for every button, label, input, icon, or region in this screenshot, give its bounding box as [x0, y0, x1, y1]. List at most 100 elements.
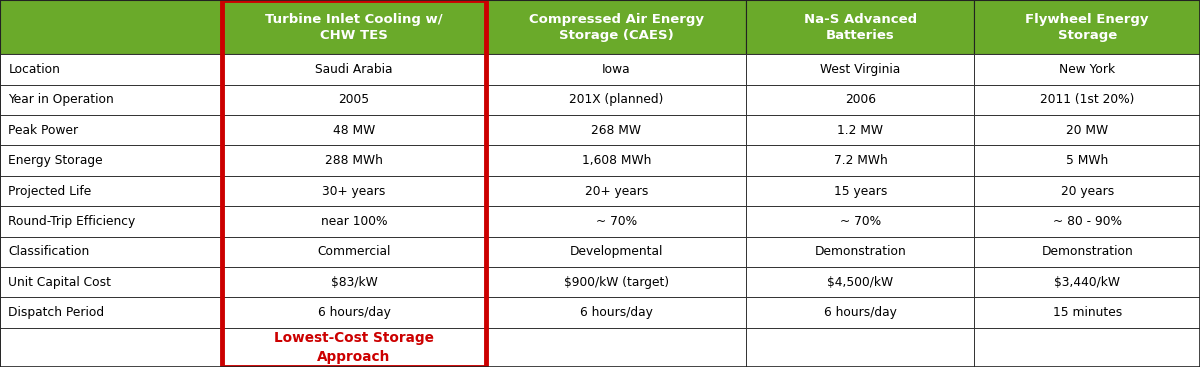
Bar	[0, 0, 222, 54]
Text: Unit Capital Cost: Unit Capital Cost	[8, 276, 112, 289]
Bar	[0, 267, 222, 297]
Bar	[486, 297, 746, 328]
Bar	[974, 237, 1200, 267]
Bar	[486, 54, 746, 85]
Bar	[222, 54, 486, 85]
Text: 2011 (1st 20%): 2011 (1st 20%)	[1040, 93, 1134, 106]
Bar	[222, 267, 486, 297]
Text: Lowest-Cost Storage
Approach: Lowest-Cost Storage Approach	[274, 331, 434, 364]
Text: 30+ years: 30+ years	[323, 185, 385, 197]
Bar	[222, 206, 486, 237]
Text: Projected Life: Projected Life	[8, 185, 91, 197]
Bar	[222, 328, 486, 367]
Text: Demonstration: Demonstration	[1042, 245, 1133, 258]
Bar	[222, 176, 486, 206]
Text: 268 MW: 268 MW	[592, 124, 641, 137]
Text: ~ 70%: ~ 70%	[595, 215, 637, 228]
Text: 201X (planned): 201X (planned)	[569, 93, 664, 106]
Text: 6 hours/day: 6 hours/day	[580, 306, 653, 319]
Bar	[222, 0, 486, 367]
Text: Commercial: Commercial	[317, 245, 391, 258]
Text: Dispatch Period: Dispatch Period	[8, 306, 104, 319]
Bar	[974, 85, 1200, 115]
Bar	[974, 328, 1200, 367]
Text: Iowa: Iowa	[602, 63, 630, 76]
Bar	[222, 297, 486, 328]
Text: 1,608 MWh: 1,608 MWh	[582, 154, 650, 167]
Bar	[746, 85, 974, 115]
Bar	[974, 176, 1200, 206]
Text: West Virginia: West Virginia	[821, 63, 900, 76]
Bar	[486, 0, 746, 54]
Bar	[0, 297, 222, 328]
Bar	[0, 85, 222, 115]
Text: Compressed Air Energy
Storage (CAES): Compressed Air Energy Storage (CAES)	[529, 12, 703, 42]
Bar	[974, 54, 1200, 85]
Bar	[746, 297, 974, 328]
Bar	[746, 145, 974, 176]
Bar	[0, 237, 222, 267]
Text: 6 hours/day: 6 hours/day	[318, 306, 390, 319]
Bar	[0, 176, 222, 206]
Bar	[746, 115, 974, 145]
Text: New York: New York	[1060, 63, 1115, 76]
Bar	[486, 176, 746, 206]
Bar	[746, 237, 974, 267]
Text: $900/kW (target): $900/kW (target)	[564, 276, 668, 289]
Text: Location: Location	[8, 63, 60, 76]
Bar	[746, 0, 974, 54]
Bar	[746, 328, 974, 367]
Text: 20 MW: 20 MW	[1066, 124, 1109, 137]
Text: Developmental: Developmental	[570, 245, 662, 258]
Bar	[222, 0, 486, 54]
Text: Round-Trip Efficiency: Round-Trip Efficiency	[8, 215, 136, 228]
Text: 15 years: 15 years	[834, 185, 887, 197]
Bar	[974, 115, 1200, 145]
Text: Turbine Inlet Cooling w/
CHW TES: Turbine Inlet Cooling w/ CHW TES	[265, 12, 443, 42]
Text: 5 MWh: 5 MWh	[1066, 154, 1109, 167]
Text: Saudi Arabia: Saudi Arabia	[316, 63, 392, 76]
Bar	[486, 237, 746, 267]
Bar	[222, 237, 486, 267]
Text: 20 years: 20 years	[1061, 185, 1114, 197]
Text: Peak Power: Peak Power	[8, 124, 78, 137]
Bar	[974, 0, 1200, 54]
Text: Flywheel Energy
Storage: Flywheel Energy Storage	[1026, 12, 1148, 42]
Text: 2006: 2006	[845, 93, 876, 106]
Text: 15 minutes: 15 minutes	[1052, 306, 1122, 319]
Text: 6 hours/day: 6 hours/day	[824, 306, 896, 319]
Bar	[0, 145, 222, 176]
Bar	[746, 54, 974, 85]
Bar	[974, 206, 1200, 237]
Text: 288 MWh: 288 MWh	[325, 154, 383, 167]
Text: 2005: 2005	[338, 93, 370, 106]
Text: $4,500/kW: $4,500/kW	[827, 276, 894, 289]
Text: ~ 70%: ~ 70%	[840, 215, 881, 228]
Bar	[746, 176, 974, 206]
Bar	[974, 267, 1200, 297]
Bar	[746, 267, 974, 297]
Bar	[486, 115, 746, 145]
Bar	[0, 115, 222, 145]
Bar	[974, 145, 1200, 176]
Text: $3,440/kW: $3,440/kW	[1055, 276, 1121, 289]
Bar	[222, 115, 486, 145]
Text: Classification: Classification	[8, 245, 90, 258]
Text: near 100%: near 100%	[320, 215, 388, 228]
Bar	[0, 206, 222, 237]
Bar	[486, 267, 746, 297]
Bar	[486, 145, 746, 176]
Text: Year in Operation: Year in Operation	[8, 93, 114, 106]
Text: ~ 80 - 90%: ~ 80 - 90%	[1052, 215, 1122, 228]
Text: Energy Storage: Energy Storage	[8, 154, 103, 167]
Text: Demonstration: Demonstration	[815, 245, 906, 258]
Bar	[746, 206, 974, 237]
Text: $83/kW: $83/kW	[331, 276, 377, 289]
Bar	[0, 328, 222, 367]
Bar	[486, 85, 746, 115]
Bar	[222, 85, 486, 115]
Bar	[486, 206, 746, 237]
Bar	[486, 328, 746, 367]
Bar	[974, 297, 1200, 328]
Bar	[222, 145, 486, 176]
